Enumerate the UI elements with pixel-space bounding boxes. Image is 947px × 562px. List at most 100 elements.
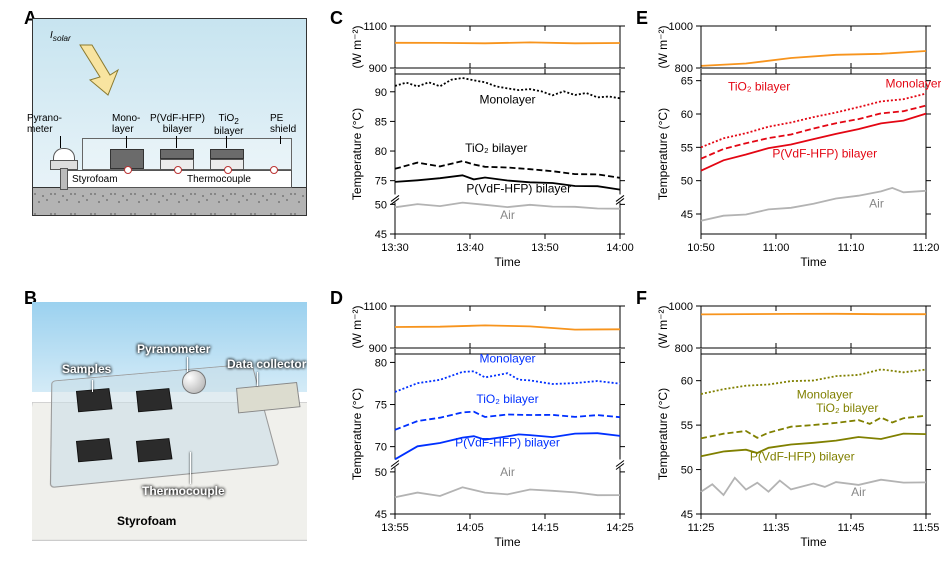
thermocouple-photo-label: Thermocouple — [142, 484, 225, 498]
svg-text:13:55: 13:55 — [381, 522, 409, 534]
svg-text:Temperature (°C): Temperature (°C) — [656, 388, 670, 480]
svg-text:1100: 1100 — [363, 301, 387, 313]
svg-text:(W m⁻²): (W m⁻²) — [656, 306, 670, 349]
lead-line — [92, 380, 93, 392]
thermocouple-icon — [124, 166, 132, 174]
svg-text:P(VdF-HFP) bilayer: P(VdF-HFP) bilayer — [455, 436, 560, 450]
svg-text:45: 45 — [681, 509, 693, 521]
svg-text:11:45: 11:45 — [838, 522, 865, 534]
svg-text:55: 55 — [681, 420, 693, 432]
svg-text:14:15: 14:15 — [531, 522, 559, 534]
svg-text:11:00: 11:00 — [763, 242, 790, 254]
svg-text:11:55: 11:55 — [913, 522, 940, 534]
lead-line — [190, 452, 191, 484]
svg-text:80: 80 — [375, 357, 387, 369]
svg-text:14:05: 14:05 — [456, 522, 484, 534]
svg-text:13:30: 13:30 — [381, 242, 409, 254]
svg-text:(W m⁻²): (W m⁻²) — [350, 306, 364, 349]
svg-text:50: 50 — [681, 176, 693, 188]
thermocouple-icon — [174, 166, 182, 174]
svg-text:Air: Air — [500, 465, 515, 479]
svg-text:50: 50 — [681, 465, 693, 477]
styrofoam-label: Styrofoam — [72, 174, 118, 185]
photo-panel: Samples Pyranometer Data collector Therm… — [32, 302, 307, 542]
photo-pyranometer — [182, 370, 206, 394]
svg-text:900: 900 — [369, 63, 387, 75]
pyranometer-label2: Pyrano-meter — [27, 113, 77, 135]
svg-text:10:50: 10:50 — [687, 242, 715, 254]
svg-text:11:35: 11:35 — [763, 522, 790, 534]
svg-text:900: 900 — [369, 343, 387, 355]
svg-text:45: 45 — [375, 509, 387, 521]
tio2-sample-abs — [210, 149, 244, 159]
svg-text:50: 50 — [375, 467, 387, 479]
svg-text:60: 60 — [681, 376, 693, 388]
svg-text:11:10: 11:10 — [838, 242, 865, 254]
chart-c: 900110045507580859013:3013:4013:5014:00(… — [340, 14, 635, 269]
svg-text:60: 60 — [681, 109, 693, 121]
svg-text:Temperature (°C): Temperature (°C) — [656, 108, 670, 200]
photo-sample — [136, 438, 173, 462]
svg-text:TiO₂ bilayer: TiO₂ bilayer — [728, 80, 790, 94]
svg-text:Monolayer: Monolayer — [886, 76, 942, 90]
svg-text:Monolayer: Monolayer — [479, 351, 535, 365]
data-collector-label: Data collector — [227, 357, 306, 371]
svg-text:800: 800 — [675, 343, 693, 355]
svg-text:70: 70 — [375, 442, 387, 454]
svg-text:Air: Air — [869, 196, 884, 210]
svg-text:13:50: 13:50 — [531, 242, 559, 254]
svg-text:65: 65 — [681, 76, 693, 88]
svg-text:75: 75 — [375, 176, 387, 188]
thermocouple-icon — [270, 166, 278, 174]
styrofoam-photo-label: Styrofoam — [117, 514, 176, 528]
chart-d: 900 1100 45 50 70 75 80 13:55 14:05 14:15 14:25 (W … — [340, 294, 635, 549]
lead-line — [280, 136, 281, 144]
svg-text:1100: 1100 — [363, 21, 387, 33]
svg-text:Time: Time — [494, 255, 521, 269]
lead-line — [60, 136, 61, 148]
solar-arrow-icon — [70, 40, 130, 100]
pyranometer-photo-label: Pyranometer — [137, 342, 210, 356]
svg-text:Temperature (°C): Temperature (°C) — [350, 108, 364, 200]
svg-text:11:25: 11:25 — [688, 522, 715, 534]
svg-text:55: 55 — [681, 142, 693, 154]
svg-text:14:25: 14:25 — [606, 522, 634, 534]
pvdf-sample-abs — [160, 149, 194, 159]
svg-text:90: 90 — [375, 87, 387, 99]
svg-text:Air: Air — [500, 208, 515, 222]
svg-text:TiO₂ bilayer: TiO₂ bilayer — [465, 141, 527, 155]
tio2-label: TiO2bilayer — [214, 113, 243, 137]
thermocouple-label: Thermocouple — [187, 174, 251, 185]
svg-text:P(VdF-HFP) bilayer: P(VdF-HFP) bilayer — [466, 182, 571, 196]
lead-line — [257, 372, 258, 386]
pe-label: PEshield — [270, 113, 296, 135]
svg-text:11:20: 11:20 — [913, 242, 940, 254]
svg-text:Monolayer: Monolayer — [479, 93, 535, 107]
lead-line — [187, 357, 188, 372]
svg-text:800: 800 — [675, 63, 693, 75]
lead-line — [176, 136, 177, 148]
svg-text:13:40: 13:40 — [456, 242, 484, 254]
svg-text:(W m⁻²): (W m⁻²) — [656, 26, 670, 69]
chart-f: 800 1000 45 50 55 60 11:25 11:35 11:45 11:55 (W m⁻… — [646, 294, 941, 549]
svg-text:(W m⁻²): (W m⁻²) — [350, 26, 364, 69]
lead-line — [226, 136, 227, 148]
pvdf-label: P(VdF-HFP)bilayer — [150, 113, 205, 135]
photo-sample — [76, 388, 113, 412]
svg-text:45: 45 — [681, 209, 693, 221]
svg-text:Time: Time — [800, 535, 827, 549]
figure-root: A B C D E F Isolar Pyranomet — [0, 0, 947, 562]
schematic-panel: Isolar Pyranometer Pyrano-meter Mono-lay… — [32, 18, 307, 238]
samples-label: Samples — [62, 362, 111, 376]
svg-text:1000: 1000 — [669, 301, 693, 313]
svg-text:1000: 1000 — [669, 21, 693, 33]
svg-text:75: 75 — [375, 400, 387, 412]
svg-text:TiO₂ bilayer: TiO₂ bilayer — [816, 401, 878, 415]
thermocouple-icon — [224, 166, 232, 174]
svg-text:45: 45 — [375, 229, 387, 241]
ground — [32, 188, 307, 216]
svg-text:Time: Time — [494, 535, 521, 549]
svg-text:50: 50 — [375, 199, 387, 211]
svg-text:14:00: 14:00 — [606, 242, 634, 254]
isolar-label: Isolar — [50, 30, 71, 43]
